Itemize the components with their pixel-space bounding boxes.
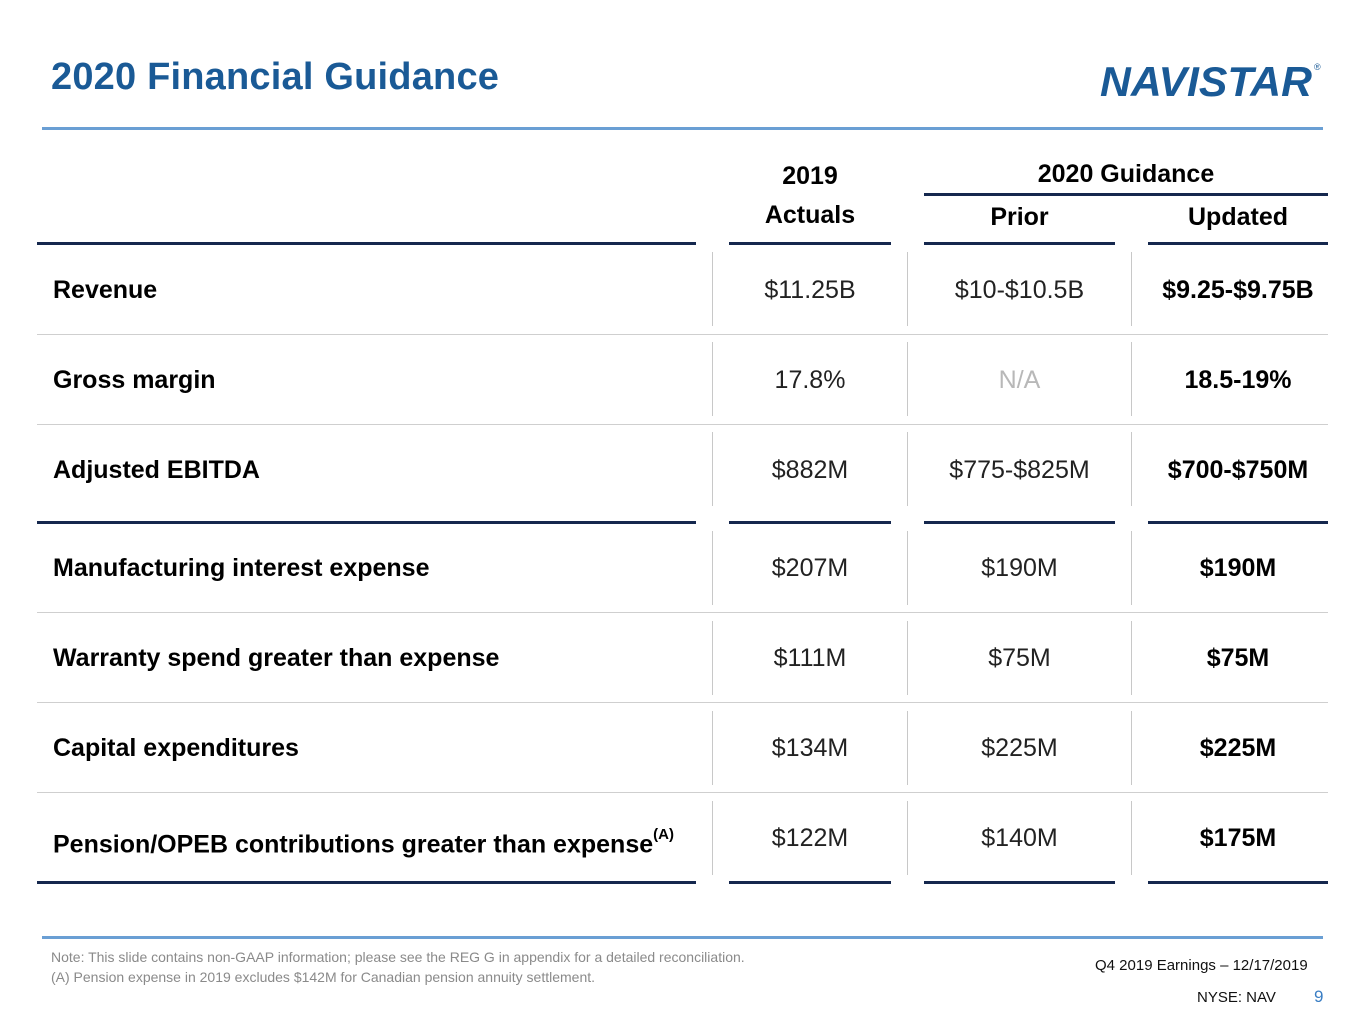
cell-actuals-adjusted-ebitda: $882M [771, 456, 849, 484]
footer-rule [42, 936, 1323, 939]
separator-3 [1131, 531, 1132, 605]
separator-1 [712, 621, 713, 695]
navistar-logo: NAVISTAR ® [1100, 58, 1321, 104]
note-non-gaap: Note: This slide contains non-GAAP infor… [51, 949, 745, 965]
cell-updated-capital-expenditures: $225M [1199, 734, 1277, 762]
bottom-line-updated [1148, 881, 1328, 884]
top-rule [42, 127, 1323, 130]
cell-updated-warranty: $75M [1206, 644, 1270, 672]
cell-prior-adjusted-ebitda: $775-$825M [949, 456, 1090, 484]
row-divider [37, 612, 1328, 613]
cell-prior-capital-expenditures: $225M [981, 734, 1058, 762]
footer-earnings-date: Q4 2019 Earnings – 12/17/2019 [1095, 957, 1308, 974]
header-line-label [37, 242, 696, 245]
cell-actuals-manufacturing-interest: $207M [771, 554, 849, 582]
section-line-actuals [729, 521, 891, 524]
separator-2 [907, 621, 908, 695]
cell-actuals-capital-expenditures: $134M [771, 734, 849, 762]
separator-3 [1131, 342, 1132, 416]
separator-2 [907, 801, 908, 875]
cell-prior-warranty: $75M [988, 644, 1051, 672]
row-label-manufacturing-interest: Manufacturing interest expense [53, 554, 430, 582]
header-updated-label: Updated [1188, 203, 1288, 231]
separator-1 [712, 252, 713, 326]
row-divider [37, 424, 1328, 425]
row-divider [37, 702, 1328, 703]
separator-2 [907, 252, 908, 326]
cell-actuals-pension: $122M [771, 824, 849, 852]
row-divider [37, 334, 1328, 335]
separator-2 [907, 531, 908, 605]
header-line-updated [1148, 242, 1328, 245]
separator-3 [1131, 252, 1132, 326]
section-line-label [37, 521, 696, 524]
separator-1 [712, 801, 713, 875]
cell-prior-gross-margin: N/A [998, 366, 1041, 394]
bottom-line-prior [924, 881, 1115, 884]
footer-ticker: NYSE: NAV [1197, 989, 1276, 1006]
page-title: 2020 Financial Guidance [51, 56, 500, 98]
separator-3 [1131, 621, 1132, 695]
bottom-line-actuals [729, 881, 891, 884]
separator-1 [712, 711, 713, 785]
svg-text:®: ® [1314, 62, 1321, 72]
row-label-pension: Pension/OPEB contributions greater than … [53, 824, 674, 859]
cell-updated-adjusted-ebitda: $700-$750M [1167, 456, 1309, 484]
cell-updated-manufacturing-interest: $190M [1199, 554, 1277, 582]
row-label-gross-margin: Gross margin [53, 366, 216, 394]
header-actuals-label: Actuals [764, 201, 856, 229]
row-label-capital-expenditures: Capital expenditures [53, 734, 299, 762]
header-actuals-year: 2019 [782, 162, 838, 190]
svg-text:NAVISTAR: NAVISTAR [1100, 58, 1313, 104]
row-label-warranty: Warranty spend greater than expense [53, 644, 500, 672]
row-label-adjusted-ebitda: Adjusted EBITDA [53, 456, 260, 484]
header-line-actuals [729, 242, 891, 245]
note-pension-footnote: (A) Pension expense in 2019 excludes $14… [51, 969, 596, 985]
page-number: 9 [1314, 987, 1324, 1006]
row-label-revenue: Revenue [53, 276, 158, 304]
cell-prior-pension: $140M [981, 824, 1058, 852]
row-divider [37, 792, 1328, 793]
footnote-marker: (A) [653, 826, 674, 843]
cell-actuals-gross-margin: 17.8% [774, 366, 846, 394]
separator-2 [907, 342, 908, 416]
header-line-prior [924, 242, 1115, 245]
separator-1 [712, 342, 713, 416]
separator-2 [907, 432, 908, 506]
section-line-updated [1148, 521, 1328, 524]
cell-prior-revenue: $10-$10.5B [954, 276, 1085, 304]
cell-updated-gross-margin: 18.5-19% [1184, 366, 1292, 394]
separator-1 [712, 432, 713, 506]
cell-actuals-revenue: $11.25B [764, 276, 856, 304]
section-line-prior [924, 521, 1115, 524]
separator-3 [1131, 711, 1132, 785]
cell-updated-pension: $175M [1199, 824, 1277, 852]
guidance-header-line [924, 193, 1328, 196]
cell-prior-manufacturing-interest: $190M [981, 554, 1058, 582]
separator-3 [1131, 801, 1132, 875]
separator-3 [1131, 432, 1132, 506]
header-guidance-label: 2020 Guidance [1037, 160, 1215, 188]
separator-1 [712, 531, 713, 605]
cell-updated-revenue: $9.25-$9.75B [1162, 276, 1314, 304]
cell-actuals-warranty: $111M [773, 644, 847, 672]
bottom-line-label [37, 881, 696, 884]
header-prior-label: Prior [990, 203, 1049, 231]
separator-2 [907, 711, 908, 785]
pension-label-text: Pension/OPEB contributions greater than … [53, 830, 654, 859]
